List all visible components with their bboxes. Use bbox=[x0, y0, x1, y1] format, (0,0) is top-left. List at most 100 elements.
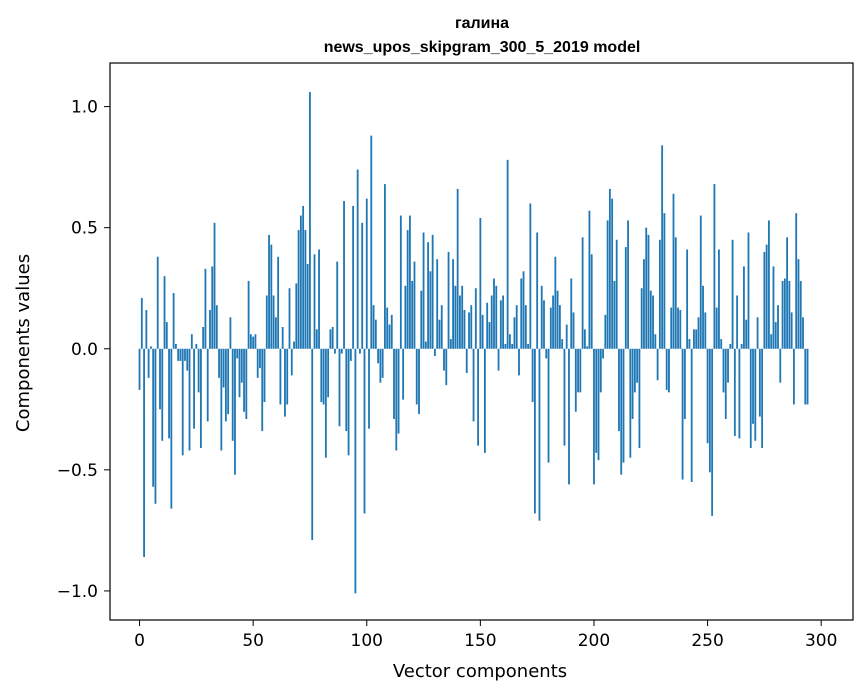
bar bbox=[527, 343, 529, 349]
bar bbox=[490, 295, 493, 349]
bar bbox=[386, 307, 389, 349]
bar bbox=[318, 249, 320, 349]
bar bbox=[368, 348, 370, 429]
bar bbox=[727, 348, 729, 383]
bar bbox=[752, 348, 754, 424]
bar bbox=[299, 215, 302, 349]
bar bbox=[577, 348, 579, 393]
bar bbox=[445, 348, 448, 386]
bar bbox=[211, 266, 214, 349]
bar bbox=[738, 348, 741, 439]
bar bbox=[286, 348, 289, 405]
bar bbox=[522, 271, 525, 349]
bar bbox=[452, 259, 455, 349]
bar bbox=[311, 348, 314, 541]
x-tick-label: 150 bbox=[464, 631, 496, 651]
bar bbox=[381, 348, 384, 378]
bar bbox=[229, 317, 232, 349]
bar bbox=[781, 280, 784, 349]
bar bbox=[756, 317, 759, 349]
bar bbox=[413, 261, 416, 349]
bar bbox=[306, 264, 309, 349]
bar bbox=[236, 348, 239, 359]
chart-subtitle: news_upos_skipgram_300_5_2019 model bbox=[324, 39, 641, 56]
y-tick-label: 0.5 bbox=[71, 219, 98, 239]
bar bbox=[620, 348, 623, 475]
x-tick-label: 0 bbox=[134, 631, 145, 651]
bar bbox=[279, 348, 282, 405]
bar bbox=[565, 324, 568, 349]
bar bbox=[461, 285, 464, 349]
bar bbox=[502, 295, 504, 349]
bar bbox=[165, 322, 168, 349]
bar bbox=[761, 348, 764, 449]
bar bbox=[520, 278, 523, 349]
bar bbox=[340, 348, 343, 354]
bar bbox=[288, 288, 291, 349]
bar bbox=[674, 237, 677, 349]
bar bbox=[670, 307, 673, 349]
bar bbox=[633, 348, 636, 393]
bar bbox=[297, 230, 300, 349]
bar bbox=[561, 339, 564, 349]
bar bbox=[388, 324, 391, 349]
bar bbox=[184, 348, 186, 361]
bar bbox=[556, 290, 559, 349]
bar bbox=[234, 348, 236, 475]
bar bbox=[770, 334, 773, 349]
bar bbox=[477, 348, 480, 446]
bar bbox=[740, 343, 743, 349]
bar bbox=[174, 343, 177, 349]
x-axis: 0 50 100 150 200 250 300 bbox=[134, 620, 837, 651]
bar bbox=[379, 348, 382, 383]
bar bbox=[747, 232, 750, 349]
bar bbox=[795, 213, 798, 349]
bar bbox=[354, 348, 357, 594]
bar bbox=[806, 348, 809, 405]
bar bbox=[729, 343, 732, 349]
bar bbox=[645, 227, 648, 349]
bar bbox=[472, 348, 475, 422]
bar bbox=[629, 348, 632, 458]
bar bbox=[693, 329, 695, 349]
bar bbox=[138, 348, 141, 390]
bar bbox=[338, 348, 341, 427]
bar bbox=[156, 256, 159, 349]
bar bbox=[758, 348, 761, 417]
bar bbox=[583, 329, 586, 349]
bar bbox=[499, 300, 502, 349]
bar bbox=[720, 339, 723, 349]
bar bbox=[797, 259, 800, 349]
y-axis: −1.0 −0.5 0.0 0.5 1.0 bbox=[57, 98, 110, 602]
bar bbox=[802, 317, 804, 349]
bar bbox=[268, 234, 270, 349]
bar bbox=[459, 295, 461, 349]
bar bbox=[290, 348, 293, 376]
bar bbox=[329, 329, 332, 349]
bar bbox=[384, 184, 386, 349]
chart-title: галина bbox=[455, 15, 509, 32]
bar bbox=[790, 312, 793, 349]
bar bbox=[788, 280, 791, 349]
bar bbox=[513, 317, 516, 349]
bar bbox=[690, 348, 693, 482]
bar bbox=[361, 222, 364, 349]
bar bbox=[713, 184, 716, 349]
bar bbox=[722, 348, 725, 393]
bar bbox=[334, 348, 336, 354]
bar bbox=[486, 302, 489, 349]
bar bbox=[443, 348, 445, 371]
bar bbox=[427, 242, 430, 349]
bar bbox=[495, 285, 498, 349]
bar bbox=[463, 310, 466, 349]
bar bbox=[656, 348, 659, 381]
bar bbox=[347, 348, 350, 456]
bar bbox=[252, 336, 255, 349]
bar bbox=[804, 348, 807, 405]
bar bbox=[793, 348, 795, 405]
bar bbox=[772, 266, 775, 349]
bar bbox=[190, 334, 193, 349]
bar bbox=[434, 348, 436, 357]
bar bbox=[215, 305, 218, 349]
bar bbox=[265, 295, 268, 349]
